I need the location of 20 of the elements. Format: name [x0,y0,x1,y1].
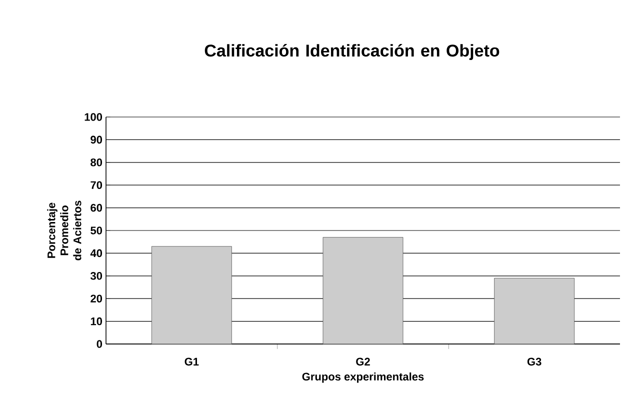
y-tick-label: 10 [90,317,102,326]
y-tick-label: 70 [90,181,102,189]
x-axis-title: Grupos experimentales [302,372,424,383]
y-tick-label: 80 [90,158,102,166]
y-tick-label: 60 [90,204,102,212]
y-tick-label: 50 [90,226,102,234]
x-tick-label: G2 [356,358,370,366]
y-tick-label: 30 [90,272,102,280]
bar [494,278,575,344]
y-tick-label: 40 [90,249,102,258]
x-tick-label: G1 [184,358,199,366]
y-tick-label: 90 [90,136,102,144]
y-axis-title: Porcentaje Promedio de Aciertos [47,200,82,260]
x-tick-label: G3 [527,358,542,366]
y-tick-label: 0 [96,340,102,348]
y-tick-label: 20 [90,294,102,302]
chart-title: Calificación Identificación en Objeto [204,44,500,60]
bar [151,246,232,344]
bar [322,237,404,344]
y-tick-label: 100 [84,113,102,121]
